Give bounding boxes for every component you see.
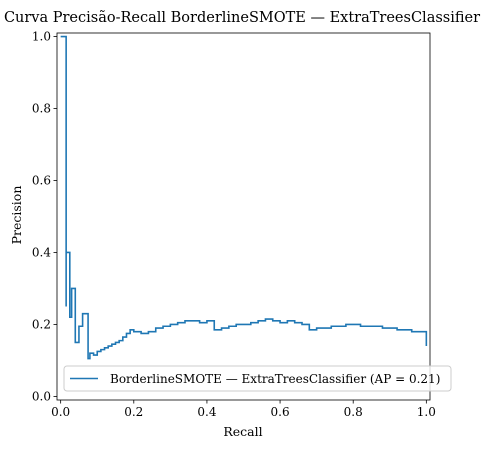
x-tick-label: 0.2 — [124, 405, 143, 419]
y-tick-label: 0.4 — [32, 245, 51, 259]
y-tick-label: 0.0 — [32, 389, 51, 403]
x-axis-ticks: 0.0 0.2 0.4 0.6 0.8 1.0 — [51, 400, 436, 419]
pr-curve-series-line — [60, 35, 428, 360]
axes-frame — [56, 32, 431, 401]
x-tick-label: 0.0 — [51, 405, 70, 419]
y-tick-label: 0.6 — [32, 174, 51, 188]
series-layer — [60, 35, 428, 360]
legend-series-label: BorderlineSMOTE — ExtraTreesClassifier (… — [110, 372, 440, 386]
legend: BorderlineSMOTE — ExtraTreesClassifier (… — [63, 365, 452, 392]
chart-title: Curva Precisão-Recall BorderlineSMOTE — … — [4, 10, 480, 26]
y-tick-label: 1.0 — [32, 30, 51, 44]
x-tick-label: 1.0 — [417, 405, 436, 419]
y-axis-label: Precision — [9, 186, 24, 245]
y-axis-ticks: 0.0 0.2 0.4 0.6 0.8 1.0 — [32, 30, 57, 403]
plot-area: 0.0 0.2 0.4 0.6 0.8 1.0 0.0 0.2 0.4 0.6 0.8 1.0 — [32, 30, 436, 419]
x-axis-label: Recall — [223, 424, 262, 439]
x-tick-label: 0.8 — [344, 405, 363, 419]
y-tick-label: 0.8 — [32, 102, 51, 116]
x-tick-label: 0.6 — [271, 405, 290, 419]
legend-box — [63, 365, 452, 392]
y-tick-label: 0.2 — [32, 317, 51, 331]
x-tick-label: 0.4 — [197, 405, 216, 419]
